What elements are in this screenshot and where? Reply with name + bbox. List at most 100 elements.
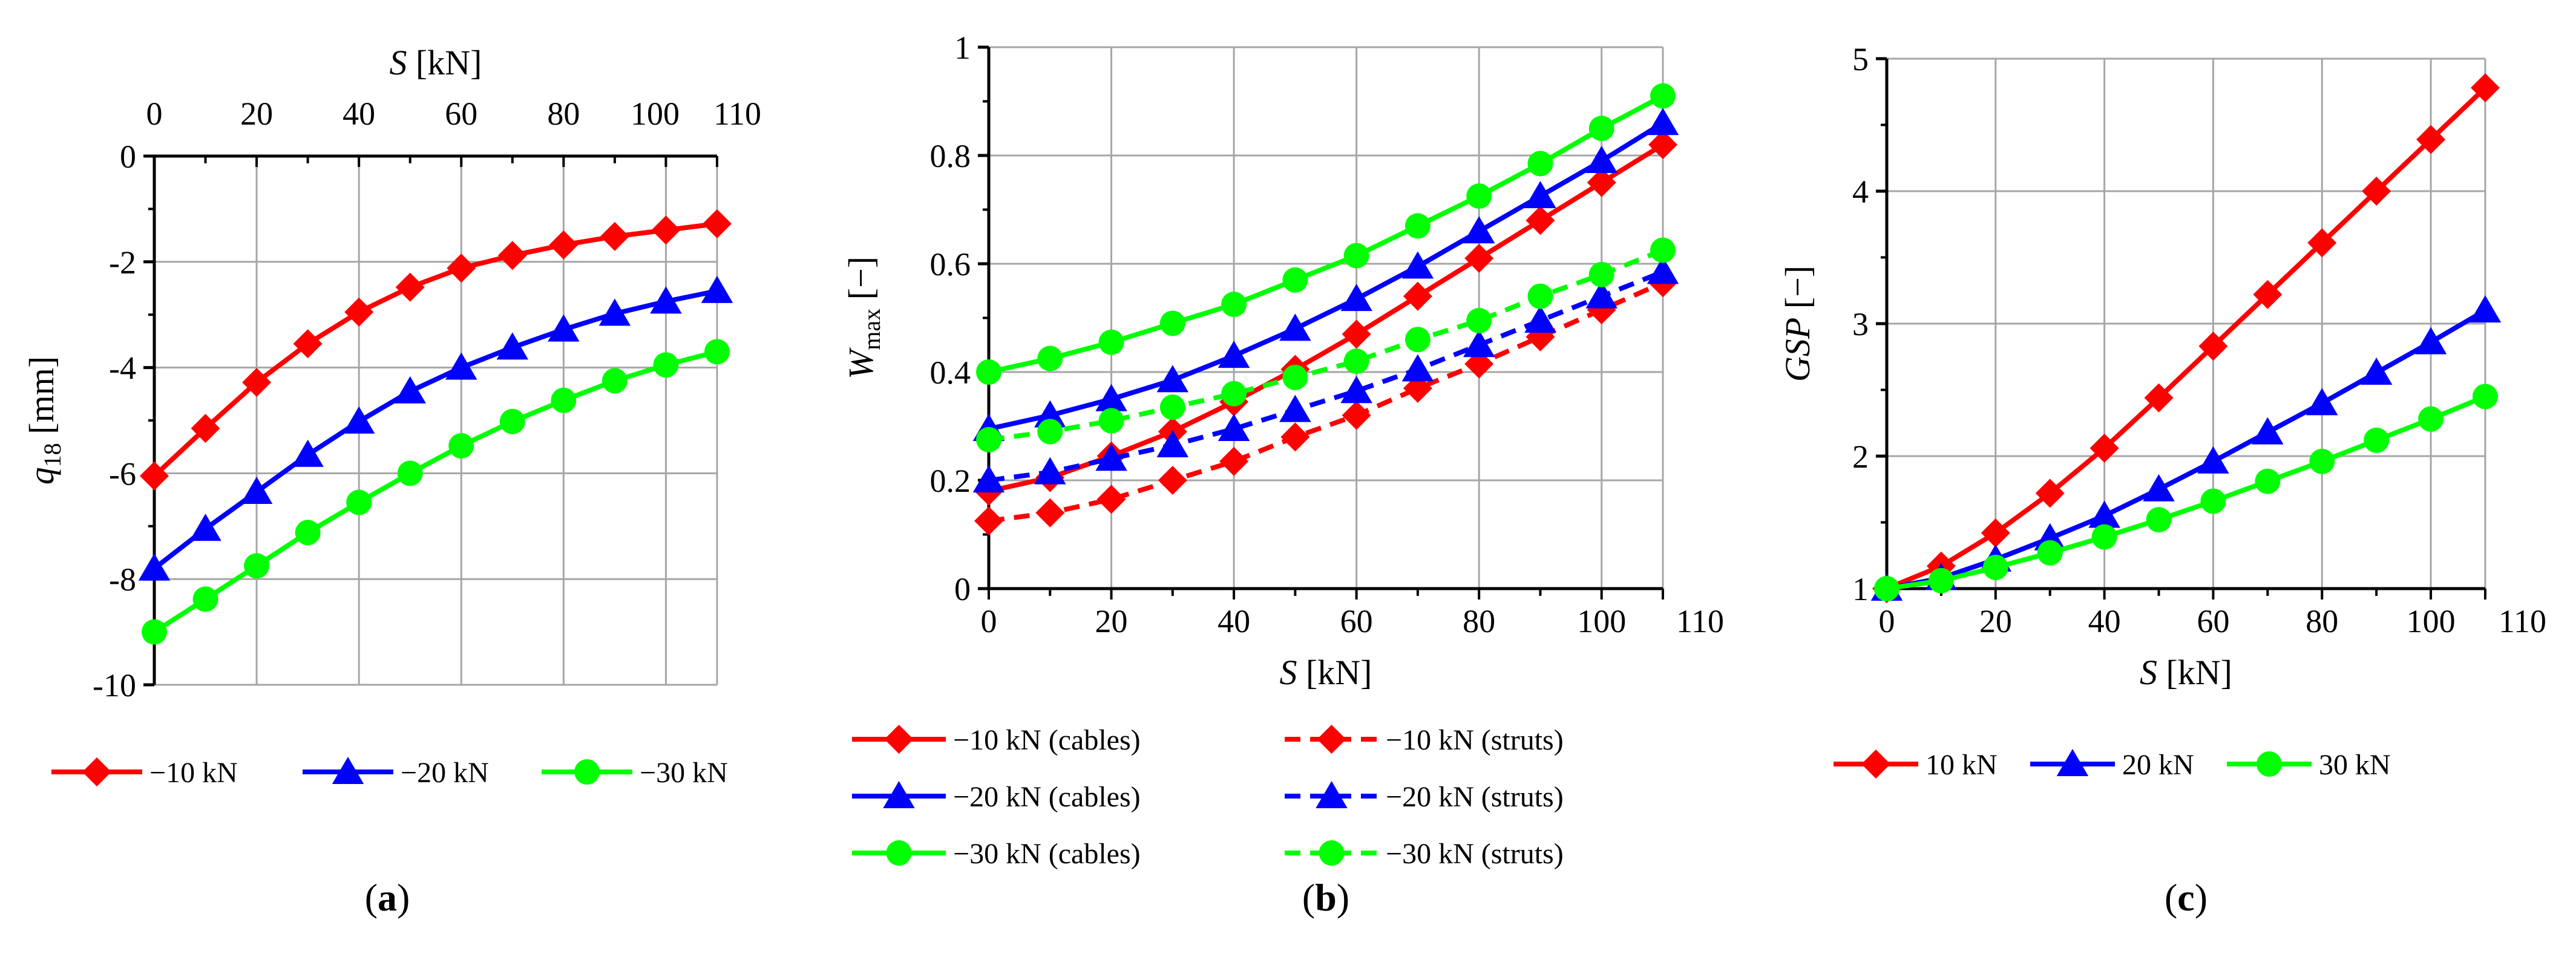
data-point [1340, 284, 1372, 312]
data-point [549, 230, 578, 260]
data-point [2144, 383, 2174, 413]
data-point [1404, 327, 1431, 353]
data-point [497, 241, 527, 270]
data-point [1587, 168, 1616, 197]
data-point [1156, 430, 1189, 457]
x-tick-label: 60 [1340, 603, 1373, 639]
panel-label-close: ) [397, 876, 410, 919]
legend: 10 kN 20 kN 30 kN [1834, 749, 2391, 781]
series-5 [976, 83, 1676, 385]
y-axis-title-unit: [mm] [22, 356, 61, 443]
data-point [2143, 474, 2175, 502]
data-point [1156, 365, 1189, 393]
data-point [1159, 310, 1185, 336]
data-point [2088, 500, 2120, 528]
legend-marker [82, 757, 111, 786]
y-axis-title: Wmax [−] [841, 256, 885, 379]
data-point [2309, 448, 2335, 474]
legend-marker [884, 725, 914, 754]
data-point [1463, 330, 1495, 358]
data-point [2469, 295, 2502, 323]
data-point [1098, 329, 1124, 355]
data-point [499, 408, 525, 434]
data-point [2414, 327, 2447, 354]
legend-item: −30 kN (struts) [1285, 838, 1564, 870]
axes: 0 -2 -4 -6 -8 -10 0 20 40 60 80 100 110 S [kN] q18 [mm… [22, 43, 761, 704]
data-point [2418, 406, 2444, 432]
x-tick-label: 40 [1218, 603, 1250, 639]
data-point [1401, 251, 1434, 279]
x-tick-label: 100 [631, 96, 680, 132]
data-point [1034, 400, 1066, 428]
legend-item: 20 kN [2030, 749, 2194, 781]
data-point [974, 506, 1003, 536]
panel-label-open: ( [1302, 876, 1315, 919]
data-point [704, 339, 730, 365]
legend-item: −30 kN [542, 757, 728, 789]
x-tick-label: 110 [1676, 603, 1724, 639]
legend-label: −30 kN [640, 757, 728, 789]
legend-item: −10 kN [51, 757, 238, 789]
data-point [1342, 319, 1371, 349]
y-tick-label: 0.8 [930, 138, 971, 174]
data-point [342, 406, 375, 434]
y-tick-label: 0.6 [930, 246, 971, 283]
data-point [1280, 422, 1310, 452]
series-line [988, 247, 1664, 442]
y-axis-title-var: W [841, 347, 880, 379]
legend-marker [1316, 781, 1348, 808]
data-point [1524, 305, 1556, 333]
data-point [1279, 394, 1311, 422]
legend-item: −20 kN (cables) [852, 781, 1141, 813]
legend-label: 30 kN [2319, 749, 2391, 781]
data-point [447, 253, 476, 283]
y-axis-title-unit: [−] [841, 256, 880, 309]
data-point [2473, 384, 2498, 410]
panel-label: (a) [365, 876, 410, 919]
data-point [1279, 313, 1311, 341]
data-point [1221, 292, 1247, 318]
legend-item: 10 kN [1834, 749, 1998, 781]
legend-label: −10 kN (struts) [1386, 724, 1564, 756]
data-point [346, 489, 372, 515]
legend: −10 kN −20 kN −30 kN [51, 757, 728, 789]
chart-b: 0 0.2 0.4 0.6 0.8 1 0 20 40 60 80 100 110 S [kN] Wmax … [841, 30, 1724, 919]
data-point [1650, 237, 1676, 263]
data-point [2255, 468, 2281, 494]
x-tick-label: 100 [1577, 603, 1626, 639]
y-tick-label: 0 [954, 571, 971, 607]
data-point [240, 476, 273, 504]
data-point [2364, 427, 2390, 453]
panel-label-close: ) [2195, 876, 2207, 919]
series-6 [976, 237, 1676, 452]
legend-item: 30 kN [2227, 749, 2391, 781]
data-point [1343, 348, 1369, 374]
data-point [1159, 394, 1185, 420]
legend-label: 10 kN [1925, 749, 1998, 781]
legend-item: −30 kN (cables) [852, 838, 1141, 870]
data-point [1037, 345, 1063, 371]
legend: −10 kN (cables) −10 kN (struts) −20 kN (ca… [852, 724, 1564, 870]
legend-label: −20 kN [401, 757, 489, 789]
data-point [1221, 381, 1247, 407]
legend-item: −10 kN (struts) [1285, 724, 1564, 756]
data-point [2362, 177, 2391, 206]
x-axis-title-var: S [389, 43, 407, 82]
data-point [650, 286, 682, 314]
data-point [598, 298, 631, 326]
chart-c: 1 2 3 4 5 0 20 40 60 80 100 110 S [kN] GSP [−] 10 kN 20… [1778, 41, 2546, 919]
data-point [191, 414, 220, 443]
x-tick-label: 0 [981, 603, 997, 639]
legend-label: −20 kN (struts) [1386, 781, 1564, 813]
x-axis-title-unit: [kN] [2157, 653, 2232, 692]
plot-area [972, 83, 1679, 536]
series-1 [140, 209, 732, 491]
series-4 [972, 256, 1679, 492]
data-point [1588, 116, 1614, 142]
data-point [1404, 213, 1431, 239]
data-point [1527, 283, 1553, 309]
x-tick-label: 20 [1979, 603, 2012, 639]
y-tick-label: 5 [1852, 41, 1869, 77]
x-tick-label: 100 [2407, 603, 2456, 639]
series-1 [974, 130, 1677, 506]
